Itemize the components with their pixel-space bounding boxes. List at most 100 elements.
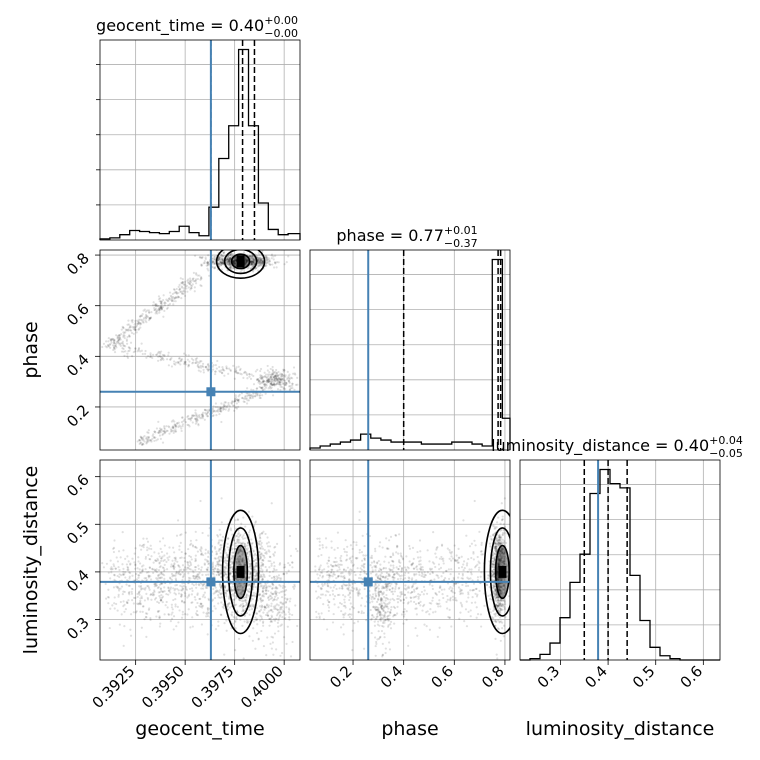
- sample-point: [161, 306, 165, 309]
- sample-point: [280, 605, 284, 609]
- sample-point: [494, 546, 497, 549]
- sample-point: [217, 564, 220, 567]
- sample-point: [165, 429, 168, 432]
- sample-point: [188, 280, 191, 283]
- sample-point: [275, 375, 278, 378]
- sample-point: [234, 544, 237, 548]
- sample-point: [234, 620, 237, 624]
- sample-point: [259, 597, 262, 600]
- sample-point: [222, 607, 225, 610]
- sample-point: [274, 374, 277, 378]
- sample-point: [264, 264, 267, 267]
- sample-point: [207, 362, 210, 366]
- sample-point: [165, 560, 168, 563]
- sample-point: [153, 590, 156, 593]
- sample-point: [245, 259, 249, 262]
- sample-point: [194, 554, 197, 557]
- sample-point: [248, 562, 251, 566]
- sample-point: [220, 407, 223, 410]
- sample-point: [147, 553, 150, 557]
- sample-point: [500, 557, 503, 560]
- sample-point: [194, 279, 197, 282]
- sample-point: [200, 360, 203, 363]
- sample-point: [224, 401, 227, 404]
- sample-point: [196, 550, 200, 553]
- sample-point: [160, 427, 163, 431]
- sample-point: [121, 342, 125, 345]
- sample-point: [160, 599, 163, 602]
- sample-point: [126, 566, 130, 570]
- sample-point: [271, 368, 274, 371]
- sample-point: [213, 262, 217, 266]
- sample-point: [117, 595, 120, 598]
- sample-point: [126, 335, 129, 339]
- sample-point: [144, 555, 148, 559]
- sample-point: [273, 565, 276, 568]
- sample-point: [244, 259, 247, 262]
- sample-point: [501, 542, 505, 545]
- sample-point: [226, 261, 229, 264]
- sample-point: [157, 298, 161, 301]
- sample-point: [183, 280, 187, 284]
- sample-point: [219, 370, 222, 374]
- sample-point: [128, 326, 131, 329]
- sample-point: [272, 554, 276, 557]
- sample-point: [231, 555, 235, 559]
- sample-point: [160, 571, 163, 575]
- sample-point: [129, 562, 132, 565]
- sample-point: [239, 583, 242, 586]
- sample-point: [174, 598, 177, 601]
- sample-point: [228, 259, 231, 262]
- sample-point: [499, 552, 502, 555]
- sample-point: [282, 572, 285, 576]
- sample-point: [139, 318, 142, 321]
- sample-point: [288, 534, 292, 538]
- sample-point: [192, 271, 195, 274]
- sample-point: [134, 596, 137, 600]
- sample-point: [263, 375, 267, 378]
- sample-point: [140, 438, 144, 441]
- sample-point: [157, 586, 160, 589]
- sample-point: [265, 586, 268, 589]
- sample-point: [267, 380, 270, 383]
- sample-point: [258, 260, 261, 263]
- sample-point: [195, 609, 199, 613]
- sample-point: [254, 565, 257, 568]
- sample-point: [278, 608, 282, 611]
- sample-point: [261, 599, 264, 602]
- sample-point: [223, 404, 226, 407]
- sample-point: [182, 292, 185, 295]
- sample-point: [494, 547, 497, 550]
- sample-point: [284, 387, 287, 391]
- sample-point: [253, 262, 256, 265]
- sample-point: [180, 533, 183, 536]
- sample-point: [213, 255, 217, 258]
- sample-point: [268, 570, 271, 574]
- sample-point: [230, 557, 233, 560]
- sample-point: [169, 358, 172, 361]
- sample-point: [259, 261, 263, 265]
- sample-point: [245, 258, 248, 261]
- sample-point: [205, 559, 208, 562]
- sample-point: [193, 566, 197, 569]
- sample-point: [261, 547, 265, 550]
- sample-point: [500, 549, 503, 552]
- sample-point: [214, 564, 217, 567]
- sample-point: [148, 588, 151, 591]
- sample-point: [263, 608, 266, 611]
- sample-point: [488, 542, 492, 545]
- sample-point: [161, 432, 165, 436]
- sample-point: [498, 550, 502, 553]
- sample-point: [224, 405, 227, 408]
- sample-point: [233, 598, 236, 601]
- sample-point: [241, 536, 244, 539]
- sample-point: [259, 261, 262, 264]
- sample-point: [497, 585, 500, 588]
- sample-point: [495, 653, 498, 656]
- sample-point: [254, 558, 257, 562]
- sample-point: [245, 593, 248, 596]
- sample-point: [500, 559, 503, 563]
- sample-point: [250, 266, 253, 269]
- sample-point: [138, 593, 141, 596]
- sample-point: [260, 606, 263, 609]
